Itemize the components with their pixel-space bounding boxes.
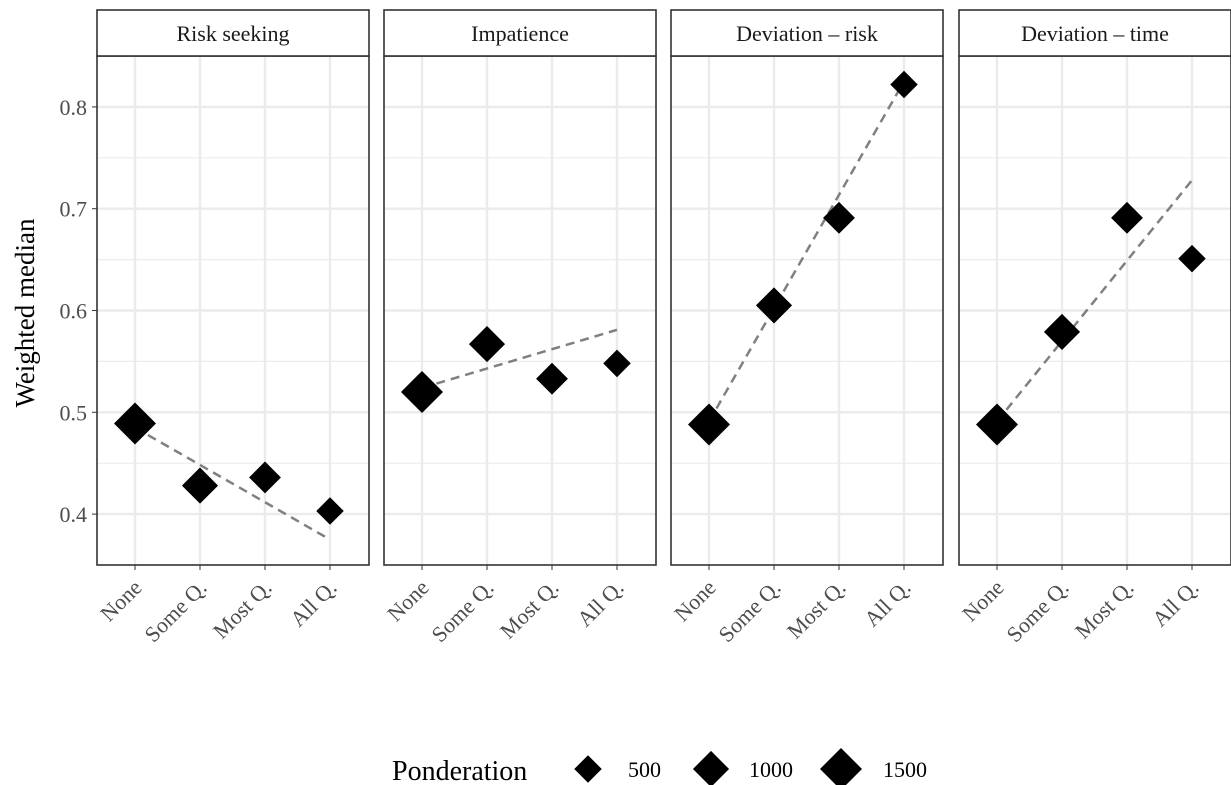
trend-line [421, 328, 618, 390]
legend-title: Ponderation [392, 756, 527, 785]
x-tick-label: Some Q. [426, 575, 498, 647]
facet-strip [96, 9, 370, 57]
data-point [755, 287, 793, 324]
x-tick-label: Most Q. [495, 575, 564, 644]
facet-strip [670, 9, 944, 57]
y-tick-label: 0.8 [60, 95, 88, 120]
x-tick-label: Some Q. [1001, 575, 1073, 647]
y-tick-label: 0.7 [60, 197, 88, 222]
x-tick-label: Most Q. [1070, 575, 1139, 644]
data-point [401, 370, 443, 413]
facet-strip [958, 9, 1231, 57]
data-point [536, 362, 568, 395]
x-tick-label: None [669, 575, 720, 626]
facet-strip-label: Deviation – time [1021, 21, 1169, 46]
x-tick-label: None [957, 575, 1008, 626]
y-tick-label: 0.6 [60, 299, 88, 324]
legend-label: 500 [628, 757, 661, 782]
data-point [688, 403, 730, 446]
x-tick-label: Most Q. [208, 575, 277, 644]
y-tick-label: 0.4 [60, 502, 88, 527]
legend-label: 1000 [749, 757, 793, 782]
y-tick-label: 0.5 [60, 400, 88, 425]
legend: Ponderation 500 1000 1500 [392, 748, 927, 785]
data-point [1178, 244, 1206, 273]
trend-line [996, 179, 1193, 423]
x-tick-label: All Q. [572, 575, 629, 632]
x-tick-label: Some Q. [139, 575, 211, 647]
data-point [1043, 313, 1081, 350]
data-point [468, 326, 506, 363]
data-point [603, 349, 631, 378]
data-point [1111, 201, 1143, 234]
x-tick-label: Some Q. [713, 575, 785, 647]
data-point [316, 497, 344, 525]
x-tick-label: All Q. [285, 575, 342, 632]
x-tick-label: None [95, 575, 146, 626]
y-axis-title: Weighted median [10, 218, 40, 408]
data-point [114, 402, 156, 445]
data-point [890, 70, 918, 99]
facet-strip-label: Deviation – risk [736, 21, 878, 46]
legend-key [692, 750, 730, 785]
trend-line [134, 426, 331, 541]
x-tick-label: Most Q. [782, 575, 851, 644]
data-point [181, 467, 219, 504]
x-tick-label: All Q. [1147, 575, 1204, 632]
x-tick-label: All Q. [859, 575, 916, 632]
data-point [976, 403, 1018, 446]
facet-strip-label: Impatience [471, 21, 569, 46]
legend-key [820, 748, 862, 785]
data-point [249, 461, 281, 494]
facet-strip [383, 9, 657, 57]
legend-label: 1500 [883, 757, 927, 782]
facet-strip-label: Risk seeking [176, 21, 289, 46]
x-tick-label: None [382, 575, 433, 626]
data-point [823, 201, 855, 234]
legend-key [574, 755, 602, 783]
trend-line [707, 80, 906, 423]
